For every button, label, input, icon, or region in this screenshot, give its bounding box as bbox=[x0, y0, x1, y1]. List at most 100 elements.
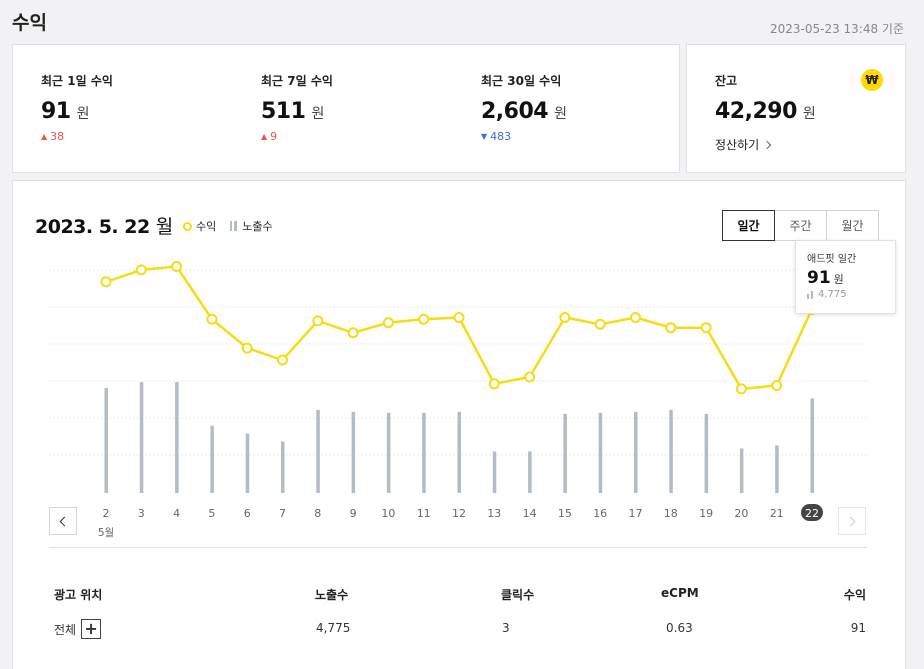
stat-value: 91 원 bbox=[41, 99, 90, 124]
stat-7day: 최근 7일 수익 511 원 ▲ 9 bbox=[261, 72, 333, 143]
x-tick-label: 21 bbox=[770, 507, 784, 520]
balance-label: 잔고 bbox=[715, 74, 738, 88]
chart-date: 2023. 5. 22 월 bbox=[35, 216, 173, 238]
balance-stat: 잔고 42,290 원 정산하기 bbox=[715, 72, 816, 153]
chevron-right-icon bbox=[762, 140, 772, 149]
x-tick-label: 16 bbox=[593, 507, 607, 520]
revenue-legend-icon bbox=[183, 221, 192, 231]
chevron-right-icon bbox=[845, 516, 856, 526]
triangle-down-icon: ▼ bbox=[481, 132, 488, 141]
x-tick-label: 8 bbox=[314, 507, 321, 520]
stat-label: 최근 7일 수익 bbox=[261, 74, 333, 88]
triangle-up-icon: ▲ bbox=[261, 132, 268, 141]
balance-card: 잔고 42,290 원 정산하기 ₩ bbox=[686, 44, 906, 173]
won-icon: ₩ bbox=[861, 69, 883, 91]
legend-revenue: 수익 bbox=[196, 220, 217, 233]
impressions-bar bbox=[139, 382, 144, 493]
tab-daily[interactable]: 일간 bbox=[722, 210, 775, 241]
impressions-bar bbox=[210, 425, 214, 493]
divider bbox=[49, 547, 867, 548]
revenue-point bbox=[559, 312, 571, 323]
impressions-bar bbox=[245, 433, 250, 493]
x-tick-label: 10 bbox=[381, 507, 395, 520]
delta-down: ▼ 483 bbox=[481, 130, 512, 143]
x-tick-label: 18 bbox=[664, 507, 678, 520]
revenue-point bbox=[347, 327, 359, 339]
stat-label: 최근 1일 수익 bbox=[41, 74, 113, 88]
row-clicks: 3 bbox=[502, 621, 510, 635]
tab-monthly[interactable]: 월간 bbox=[826, 210, 879, 241]
revenue-point bbox=[135, 264, 147, 276]
x-tick-label: 14 bbox=[523, 507, 537, 520]
x-tick-label: 7 bbox=[279, 507, 286, 520]
row-ecpm: 0.63 bbox=[666, 621, 693, 635]
revenue-point bbox=[700, 322, 712, 334]
stat-value: 511 원 bbox=[261, 99, 325, 124]
impressions-bar bbox=[528, 451, 532, 493]
impressions-bar bbox=[104, 388, 108, 493]
revenue-point bbox=[241, 342, 253, 354]
month-label: 5월 bbox=[98, 527, 114, 539]
impressions-bar bbox=[739, 448, 744, 493]
x-tick-label: 6 bbox=[244, 507, 251, 520]
x-tick-label: 2 bbox=[103, 507, 110, 520]
revenue-point bbox=[488, 378, 500, 390]
revenue-point bbox=[277, 354, 288, 366]
x-tick-label: 3 bbox=[138, 507, 145, 520]
impressions-bar bbox=[316, 409, 320, 493]
triangle-up-icon: ▲ bbox=[41, 132, 48, 141]
stat-value: 2,604 원 bbox=[481, 99, 567, 124]
x-tick-label: 20 bbox=[734, 507, 748, 520]
x-tick-label: 15 bbox=[558, 507, 572, 520]
chevron-left-icon bbox=[59, 516, 70, 526]
expand-plus-button[interactable]: + bbox=[81, 619, 102, 639]
impressions-legend-icon bbox=[230, 221, 238, 231]
header-revenue: 수익 bbox=[843, 588, 866, 602]
header-clicks: 클릭수 bbox=[501, 588, 535, 602]
x-tick-label: 19 bbox=[699, 507, 713, 520]
revenue-point bbox=[100, 276, 112, 288]
x-tick-label: 17 bbox=[629, 507, 643, 520]
bar-chart-icon bbox=[807, 290, 814, 299]
impressions-bar bbox=[704, 413, 709, 493]
revenue-point bbox=[312, 315, 324, 327]
delta-up: ▲ 9 bbox=[261, 130, 278, 143]
x-tick-label: 13 bbox=[487, 507, 501, 520]
revenue-point bbox=[594, 318, 606, 330]
impressions-bar bbox=[422, 412, 426, 493]
x-tick-label: 9 bbox=[350, 507, 357, 520]
revenue-point bbox=[171, 261, 183, 272]
tooltip-impressions: 4,775 bbox=[807, 289, 884, 300]
impressions-bar bbox=[810, 398, 814, 493]
revenue-point bbox=[206, 313, 218, 325]
settle-link[interactable]: 정산하기 bbox=[715, 136, 816, 153]
delta-up: ▲ 38 bbox=[41, 130, 65, 143]
tab-weekly[interactable]: 주간 bbox=[774, 210, 827, 241]
impressions-bar bbox=[598, 412, 603, 493]
revenue-point bbox=[418, 313, 430, 325]
balance-value: 42,290 원 bbox=[715, 99, 816, 124]
tooltip-value: 91 원 bbox=[807, 268, 844, 288]
stat-label: 최근 30일 수익 bbox=[481, 74, 562, 88]
page-title: 수익 bbox=[12, 12, 47, 34]
next-period-button[interactable] bbox=[838, 507, 866, 535]
impressions-bar bbox=[351, 411, 356, 493]
impressions-bar bbox=[386, 412, 391, 493]
tooltip-title: 애드핏 일간 bbox=[807, 254, 857, 265]
revenue-summary-card: 최근 1일 수익 91 원 ▲ 38 최근 7일 수익 511 원 ▲ 9 최근 30일… bbox=[12, 44, 680, 173]
revenue-point bbox=[630, 312, 641, 323]
impressions-bar bbox=[634, 411, 638, 493]
impressions-bar bbox=[281, 441, 285, 493]
impressions-bar bbox=[669, 409, 673, 493]
revenue-chart: 2 3 4 5 6 7 8 9 10 11 12 13 14 15 16 17 18 19 20 21 22 5월 bbox=[49, 261, 867, 539]
chart-tooltip: 애드핏 일간 91 원 4,775 bbox=[795, 240, 896, 314]
revenue-point bbox=[524, 371, 536, 383]
x-tick-label: 11 bbox=[417, 507, 431, 520]
chart-legend: 수익 노출수 bbox=[183, 218, 273, 234]
prev-period-button[interactable] bbox=[49, 507, 77, 535]
row-revenue: 91 bbox=[850, 621, 866, 635]
impressions-bar bbox=[563, 413, 567, 493]
timestamp: 2023-05-23 13:48 기준 bbox=[769, 22, 904, 36]
impressions-bar bbox=[775, 445, 779, 493]
revenue-point bbox=[382, 317, 394, 329]
